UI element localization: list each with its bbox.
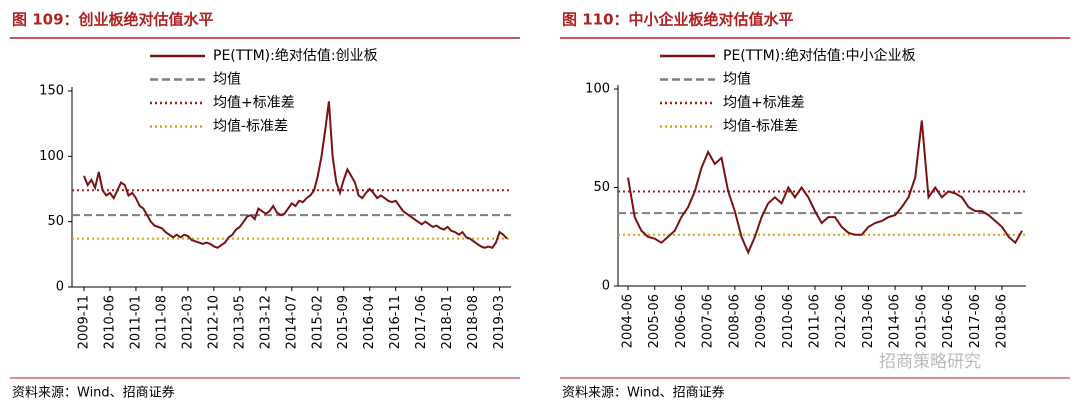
x-tick-label: 2004-06 [621, 294, 636, 348]
x-tick-label: 2019-03 [492, 295, 507, 349]
x-tick-label: 2009-06 [754, 294, 769, 348]
y-tick-label: 50 [47, 214, 64, 229]
x-tick-label: 2006-06 [674, 294, 689, 348]
y-tick-label: 0 [56, 280, 64, 295]
x-tick-label: 2015-06 [914, 294, 929, 348]
chart-title: 图 110：中小企业板绝对估值水平 [562, 11, 794, 29]
x-tick-label: 2016-04 [362, 295, 377, 349]
x-tick-label: 2009-11 [77, 295, 92, 349]
y-tick-label: 150 [39, 84, 64, 99]
x-tick-label: 2010-06 [781, 294, 796, 348]
legend-label: 均值 [213, 72, 241, 88]
series-line [627, 120, 1023, 256]
x-tick-label: 2018-06 [994, 294, 1009, 348]
x-tick-label: 2015-09 [336, 295, 351, 349]
x-tick-label: 2016-06 [941, 294, 956, 348]
y-tick-label: 100 [39, 149, 64, 164]
x-tick-label: 2013-05 [232, 295, 247, 349]
legend-label: 均值-标准差 [213, 119, 288, 135]
x-tick-label: 2010-06 [102, 295, 117, 349]
x-tick-label: 2011-06 [807, 294, 822, 348]
x-tick-label: 2012-10 [206, 295, 221, 349]
x-tick-label: 2011-08 [154, 295, 169, 349]
x-tick-label: 2018-08 [466, 295, 481, 349]
series-line [83, 101, 508, 249]
x-tick-label: 2017-06 [414, 295, 429, 349]
chart-title: 图 109：创业板绝对估值水平 [12, 11, 214, 29]
legend-label: 均值+标准差 [723, 95, 805, 111]
x-tick-label: 2014-06 [888, 294, 903, 348]
x-tick-label: 2015-02 [310, 295, 325, 349]
x-tick-label: 2014-07 [284, 295, 299, 349]
legend-label: PE(TTM):绝对估值:创业板 [213, 48, 378, 64]
legend-label: 均值+标准差 [213, 95, 295, 111]
y-tick-label: 50 [593, 180, 610, 195]
x-tick-label: 2018-01 [440, 295, 455, 349]
x-tick-label: 2012-06 [834, 294, 849, 348]
x-tick-label: 2012-03 [180, 295, 195, 349]
y-tick-label: 100 [585, 82, 610, 97]
x-tick-label: 2005-06 [647, 294, 662, 348]
source: 资料来源：Wind、招商证券 [12, 385, 175, 401]
legend-label: 均值 [723, 72, 751, 88]
x-tick-label: 2008-06 [727, 294, 742, 348]
x-tick-label: 2013-06 [861, 294, 876, 348]
x-tick-label: 2011-01 [128, 295, 143, 349]
legend-label: 均值-标准差 [723, 119, 798, 135]
x-tick-label: 2013-12 [258, 295, 273, 349]
y-tick-label: 0 [602, 279, 610, 294]
x-tick-label: 2016-11 [388, 295, 403, 349]
source: 资料来源：Wind、招商证券 [562, 385, 725, 401]
watermark: 招商策略研究 [879, 352, 981, 372]
x-tick-label: 2007-06 [701, 294, 716, 348]
legend-label: PE(TTM):绝对估值:中小企业板 [723, 47, 916, 64]
x-tick-label: 2017-06 [968, 294, 983, 348]
